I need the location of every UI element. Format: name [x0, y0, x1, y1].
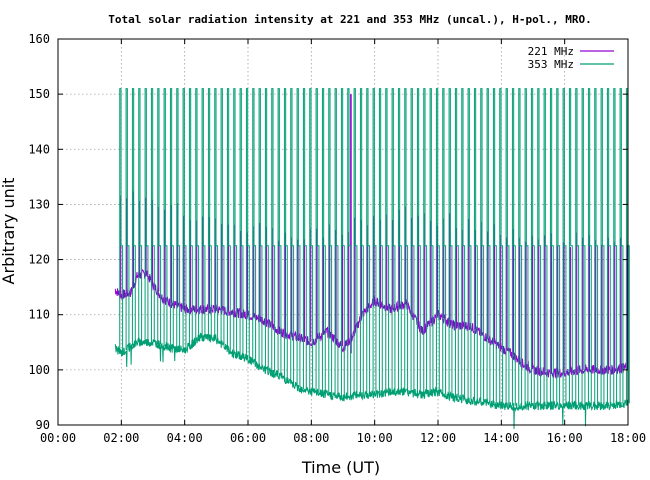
y-tick-label: 90	[36, 418, 50, 432]
x-tick-label: 14:00	[483, 431, 519, 445]
x-tick-label: 06:00	[230, 431, 266, 445]
x-axis-label: Time (UT)	[301, 458, 380, 477]
series-221-mhz-line	[114, 269, 629, 380]
x-tick-label: 04:00	[167, 431, 203, 445]
y-tick-label: 130	[28, 197, 50, 211]
x-tick-label: 12:00	[420, 431, 456, 445]
x-tick-label: 02:00	[103, 431, 139, 445]
series-layer	[114, 88, 630, 429]
plot-frame	[57, 38, 629, 426]
y-tick-label: 150	[28, 87, 50, 101]
x-tick-label: 08:00	[293, 431, 329, 445]
y-tick-labels: 90 100 110 120 130 140 150 160	[28, 32, 50, 432]
y-tick-label: 160	[28, 32, 50, 46]
x-tick-label: 16:00	[547, 431, 583, 445]
legend-label: 353 MHz	[528, 58, 574, 71]
y-tick-label: 110	[28, 308, 50, 322]
x-tick-label: 00:00	[40, 431, 76, 445]
y-axis-label: Arbitrary unit	[0, 178, 18, 285]
axis-ticks	[57, 38, 629, 426]
series-353-mhz-spikes	[119, 88, 630, 406]
x-tick-label: 10:00	[357, 431, 393, 445]
y-tick-label: 140	[28, 142, 50, 156]
y-tick-label: 120	[28, 253, 50, 267]
chart-title: Total solar radiation intensity at 221 a…	[108, 13, 591, 26]
x-tick-label: 18:00	[610, 431, 646, 445]
y-tick-label: 100	[28, 363, 50, 377]
x-tick-labels: 00:00 02:00 04:00 06:00 08:00 10:00 12:00 14:00…	[40, 431, 646, 445]
series-221-mhz	[114, 94, 629, 380]
series-353-mhz-line	[114, 332, 629, 429]
series-353-mhz	[114, 88, 630, 429]
legend-label: 221 MHz	[528, 45, 574, 58]
